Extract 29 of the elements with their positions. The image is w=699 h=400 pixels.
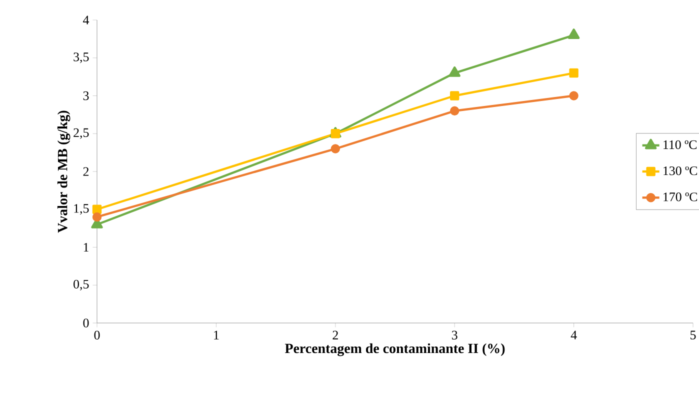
point [568, 28, 580, 39]
point [448, 66, 460, 77]
legend-label: 130 ºC [664, 166, 698, 176]
x-tick-label: 0 [94, 330, 100, 340]
x-tick-label: 5 [690, 330, 696, 340]
x-tick-label: 4 [570, 330, 577, 340]
legend-label: 170 ºC [664, 192, 698, 202]
y-tick-label: 0 [83, 318, 89, 328]
y-tick-label: 2 [83, 167, 89, 176]
legend-label: 110 ºC [664, 140, 697, 150]
point [92, 212, 102, 222]
y-axis-title: Vvalor de MB (g/kg) [57, 110, 70, 233]
y-tick-label: 3,5 [74, 52, 89, 64]
y-tick-label: 2,5 [74, 128, 89, 139]
point [330, 144, 340, 154]
point [569, 68, 578, 78]
x-tick-label: 1 [214, 330, 219, 340]
point [450, 91, 460, 100]
point [569, 91, 578, 100]
x-axis-title: Percentagem de contaminante II (%) [284, 343, 505, 356]
point [450, 106, 460, 116]
point [92, 204, 102, 214]
y-tick-label: 4 [83, 16, 90, 24]
x-tick-label: 2 [332, 330, 338, 340]
y-tick-label: 1 [84, 242, 88, 252]
y-tick-label: 1,5 [74, 204, 89, 215]
y-tick-label: 3 [83, 91, 89, 100]
y-tick-label: 0,5 [74, 280, 89, 290]
x-tick-label: 3 [452, 330, 458, 340]
